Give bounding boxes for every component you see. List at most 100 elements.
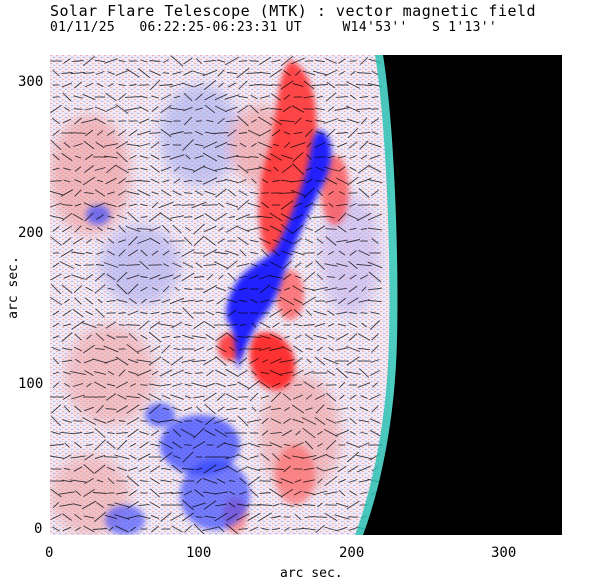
field-vector (195, 516, 203, 518)
field-vector (237, 415, 249, 427)
field-vector (336, 142, 348, 148)
field-vector (184, 395, 192, 399)
field-vector (247, 202, 261, 208)
field-vector (291, 163, 305, 175)
field-vector (324, 287, 338, 291)
field-vector (62, 237, 72, 245)
field-vector (194, 155, 204, 159)
field-vector (216, 393, 226, 401)
field-vector (108, 526, 114, 532)
field-vector (118, 225, 126, 233)
field-vector (52, 262, 60, 268)
field-vector (312, 84, 328, 86)
field-vector (357, 131, 371, 135)
field-vector (184, 323, 192, 327)
field-vector (227, 189, 237, 197)
field-vector (316, 250, 324, 256)
field-vector (312, 516, 328, 518)
field-vector (51, 416, 61, 426)
field-vector (271, 515, 281, 519)
field-vector (336, 263, 348, 267)
field-vector (63, 275, 71, 279)
field-vector (357, 465, 371, 473)
field-vector (83, 140, 95, 150)
field-vector (181, 359, 195, 363)
field-vector (94, 202, 106, 208)
field-vector (181, 249, 195, 257)
field-vector (73, 466, 83, 472)
field-vector (127, 283, 139, 295)
field-vector (349, 60, 357, 62)
field-vector (206, 347, 214, 351)
field-vector (183, 106, 193, 112)
field-vector (71, 320, 85, 330)
field-vector (358, 479, 370, 483)
field-vector (280, 213, 294, 221)
field-vector (127, 428, 139, 438)
field-vector (194, 299, 204, 303)
field-vector (103, 456, 119, 458)
field-vector (151, 250, 159, 256)
field-vector (215, 188, 227, 198)
field-vector (304, 333, 314, 341)
field-vector (96, 404, 104, 414)
field-vector (315, 404, 325, 414)
field-vector (184, 525, 192, 533)
field-vector (215, 356, 227, 366)
field-vector (202, 69, 218, 77)
field-vector (349, 274, 357, 280)
field-vector (314, 394, 326, 400)
field-vector (125, 324, 141, 326)
field-vector (238, 528, 248, 530)
field-vector (50, 404, 62, 414)
field-vector (349, 431, 357, 435)
field-vector (360, 228, 368, 230)
field-vector (72, 383, 84, 387)
field-vector (117, 129, 127, 137)
field-vector (62, 118, 72, 124)
field-vector (183, 179, 193, 183)
field-vector (204, 213, 216, 221)
field-vector (84, 431, 94, 435)
field-vector (324, 491, 338, 495)
field-vector (225, 167, 239, 171)
field-vector (258, 443, 272, 447)
field-vector (128, 249, 138, 257)
field-vector (360, 117, 368, 125)
field-vector (126, 404, 140, 414)
field-vector (52, 371, 60, 375)
field-vector (272, 239, 280, 243)
off-disk-region (363, 55, 562, 535)
field-vector (149, 403, 161, 415)
field-vector (280, 200, 294, 210)
field-vector (172, 190, 182, 196)
field-vector (81, 321, 97, 329)
field-vector (169, 154, 185, 160)
field-vector (85, 274, 93, 280)
field-vector (269, 153, 283, 161)
field-vector (303, 271, 315, 283)
field-vector (260, 371, 270, 375)
field-vector (173, 347, 181, 351)
field-vector (238, 287, 248, 291)
field-vector (181, 512, 195, 522)
field-vector (247, 466, 261, 472)
field-vector (193, 523, 205, 535)
x-tick-100: 100 (186, 545, 212, 561)
field-vector (162, 143, 170, 147)
field-vector (369, 320, 381, 330)
y-axis-label: arc sec. (5, 256, 21, 319)
field-vector (151, 106, 159, 112)
field-vector (358, 419, 370, 423)
field-vector (251, 178, 257, 184)
field-vector (293, 357, 303, 365)
field-vector (50, 139, 62, 151)
field-vector (368, 165, 382, 173)
field-vector (95, 308, 105, 318)
field-vector (325, 439, 337, 451)
field-vector (63, 58, 71, 64)
field-vector (159, 452, 173, 462)
field-vector (183, 236, 193, 246)
field-vector (52, 69, 60, 77)
field-vector (217, 69, 225, 77)
